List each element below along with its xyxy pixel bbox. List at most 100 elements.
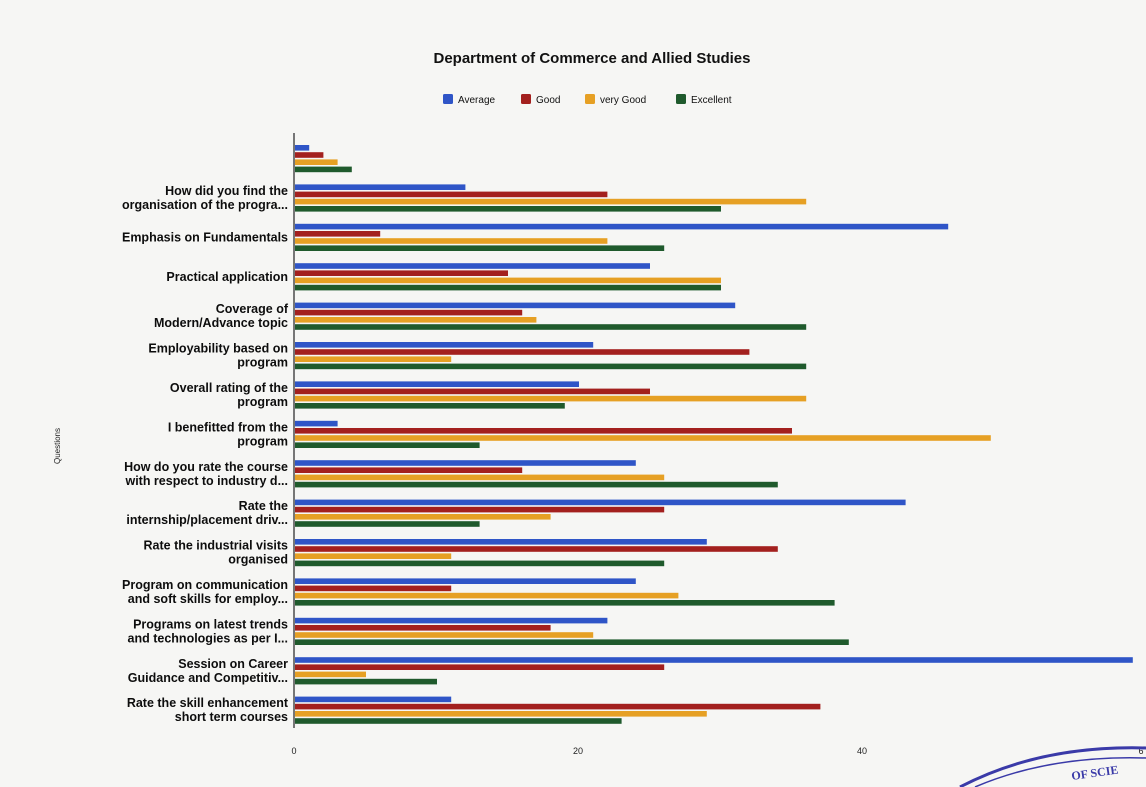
legend-swatch-0: [443, 94, 453, 104]
bar-average-10: [295, 539, 707, 545]
bar-good-8: [295, 467, 523, 473]
bar-average-14: [295, 696, 452, 703]
category-label-3-0: Practical application: [166, 270, 288, 284]
category-label-6-0: Overall rating of the: [170, 381, 288, 395]
bar-good-12: [295, 625, 551, 631]
bar-very-good-6: [295, 395, 807, 402]
bar-very-good-12: [295, 632, 594, 638]
bar-very-good-9: [295, 514, 551, 520]
category-label-9-1: internship/placement driv...: [126, 513, 288, 527]
bar-good-5: [295, 349, 750, 355]
bar-very-good-4: [295, 317, 537, 323]
category-label-4-1: Modern/Advance topic: [154, 316, 288, 330]
bar-very-good-10: [295, 553, 452, 559]
bar-good-11: [295, 585, 452, 592]
category-label-10-1: organised: [228, 553, 288, 567]
legend-swatch-2: [585, 94, 595, 104]
category-label-7-1: program: [237, 434, 288, 448]
bar-very-good-7: [295, 435, 991, 441]
bar-excellent-8: [295, 481, 778, 488]
category-label-11-1: and soft skills for employ...: [128, 592, 288, 606]
legend-label-1: Good: [536, 95, 560, 106]
category-label-4-0: Coverage of: [216, 302, 289, 316]
category-label-8-1: with respect to industry d...: [124, 474, 288, 488]
x-axis-ticks: 0 20 40 6: [291, 746, 1143, 756]
bar-very-good-14: [295, 711, 707, 717]
bar-average-3: [295, 263, 650, 269]
bar-very-good-1: [295, 198, 807, 205]
bar-very-good-5: [295, 356, 452, 362]
bar-excellent-9: [295, 521, 480, 527]
category-label-14-1: short term courses: [175, 710, 288, 724]
bar-excellent-1: [295, 206, 721, 212]
bar-average-8: [295, 460, 636, 466]
bar-very-good-13: [295, 671, 366, 678]
bar-very-good-11: [295, 592, 679, 599]
x-tick-label-2: 40: [857, 746, 867, 756]
bar-group: [295, 145, 1133, 724]
category-label-2-0: Emphasis on Fundamentals: [122, 230, 288, 244]
category-label-6-1: program: [237, 395, 288, 409]
chart-title: Department of Commerce and Allied Studie…: [433, 50, 750, 67]
x-tick-label-0: 0: [291, 746, 296, 756]
category-label-9-0: Rate the: [239, 499, 288, 513]
bar-very-good-2: [295, 238, 608, 244]
x-tick-label-3: 6: [1138, 746, 1143, 756]
bar-very-good-3: [295, 277, 721, 284]
bar-excellent-14: [295, 718, 622, 724]
bar-average-0: [295, 145, 310, 151]
bar-excellent-0: [295, 166, 352, 173]
bar-good-1: [295, 191, 608, 198]
bar-good-4: [295, 309, 523, 316]
bar-very-good-8: [295, 474, 665, 481]
bar-average-13: [295, 657, 1133, 663]
legend-swatch-3: [676, 94, 686, 104]
bar-good-13: [295, 664, 665, 670]
bar-excellent-10: [295, 560, 665, 567]
bar-very-good-0: [295, 159, 338, 165]
bar-excellent-5: [295, 363, 807, 370]
stamp-ring-inner: [974, 757, 1146, 787]
bar-excellent-7: [295, 442, 480, 448]
y-axis-label: Questions: [53, 428, 62, 464]
bar-excellent-11: [295, 600, 835, 606]
bar-average-9: [295, 499, 906, 506]
bar-average-11: [295, 578, 636, 584]
bar-excellent-12: [295, 639, 849, 645]
bar-excellent-4: [295, 324, 807, 330]
bar-average-5: [295, 342, 594, 348]
category-label-1-0: How did you find the: [165, 184, 288, 198]
bar-excellent-13: [295, 678, 437, 685]
category-label-14-0: Rate the skill enhancement: [127, 696, 289, 710]
stamp-text: OF SCIE: [1070, 763, 1119, 783]
category-label-5-0: Employability based on: [148, 342, 288, 356]
category-label-13-1: Guidance and Competitiv...: [128, 671, 288, 685]
bar-excellent-3: [295, 284, 721, 291]
legend-swatch-1: [521, 94, 531, 104]
bar-average-1: [295, 184, 466, 190]
bar-average-6: [295, 381, 579, 387]
bar-average-7: [295, 420, 338, 427]
bar-good-6: [295, 388, 650, 395]
legend-label-0: Average: [458, 95, 496, 106]
stamp: OF SCIE: [959, 746, 1146, 787]
bar-excellent-6: [295, 403, 565, 409]
bar-average-12: [295, 617, 608, 624]
category-label-7-0: I benefitted from the: [168, 420, 288, 434]
category-label-13-0: Session on Career: [178, 657, 288, 671]
stamp-ring-outer: [959, 746, 1146, 787]
chart-legend: Average Good very Good Excellent: [443, 94, 732, 106]
category-label-5-1: program: [237, 356, 288, 370]
bar-good-10: [295, 546, 778, 552]
bar-good-0: [295, 152, 324, 158]
bar-average-4: [295, 302, 736, 309]
category-label-8-0: How do you rate the course: [124, 460, 288, 474]
category-label-11-0: Program on communication: [122, 578, 288, 592]
category-label-12-1: and technologies as per I...: [128, 631, 288, 645]
category-label-1-1: organisation of the progra...: [122, 198, 288, 212]
bar-excellent-2: [295, 245, 665, 251]
bar-average-2: [295, 223, 949, 230]
